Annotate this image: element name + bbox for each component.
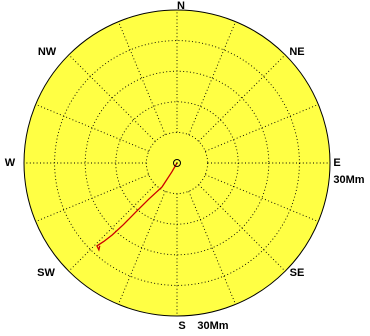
track-line [96, 162, 178, 252]
grid-ring [54, 40, 300, 286]
direction-e: E [333, 157, 340, 169]
grid-spokes [24, 10, 330, 316]
direction-w: W [5, 157, 16, 169]
grid-spoke [68, 184, 156, 272]
direction-n: N [177, 0, 185, 12]
direction-se: SE [290, 267, 305, 279]
origin-marker [173, 159, 181, 167]
direction-ne: NE [289, 46, 304, 58]
direction-nw: NW [38, 46, 57, 58]
origin-dot [176, 162, 178, 164]
grid-spoke [198, 184, 286, 272]
scale-label-south: 30Mm [197, 320, 228, 332]
grid-spoke [198, 54, 286, 142]
direction-sw: SW [37, 267, 55, 279]
scale-label-east: 30Mm [333, 174, 364, 186]
direction-s: S [178, 320, 185, 332]
grid-spoke [68, 54, 156, 142]
